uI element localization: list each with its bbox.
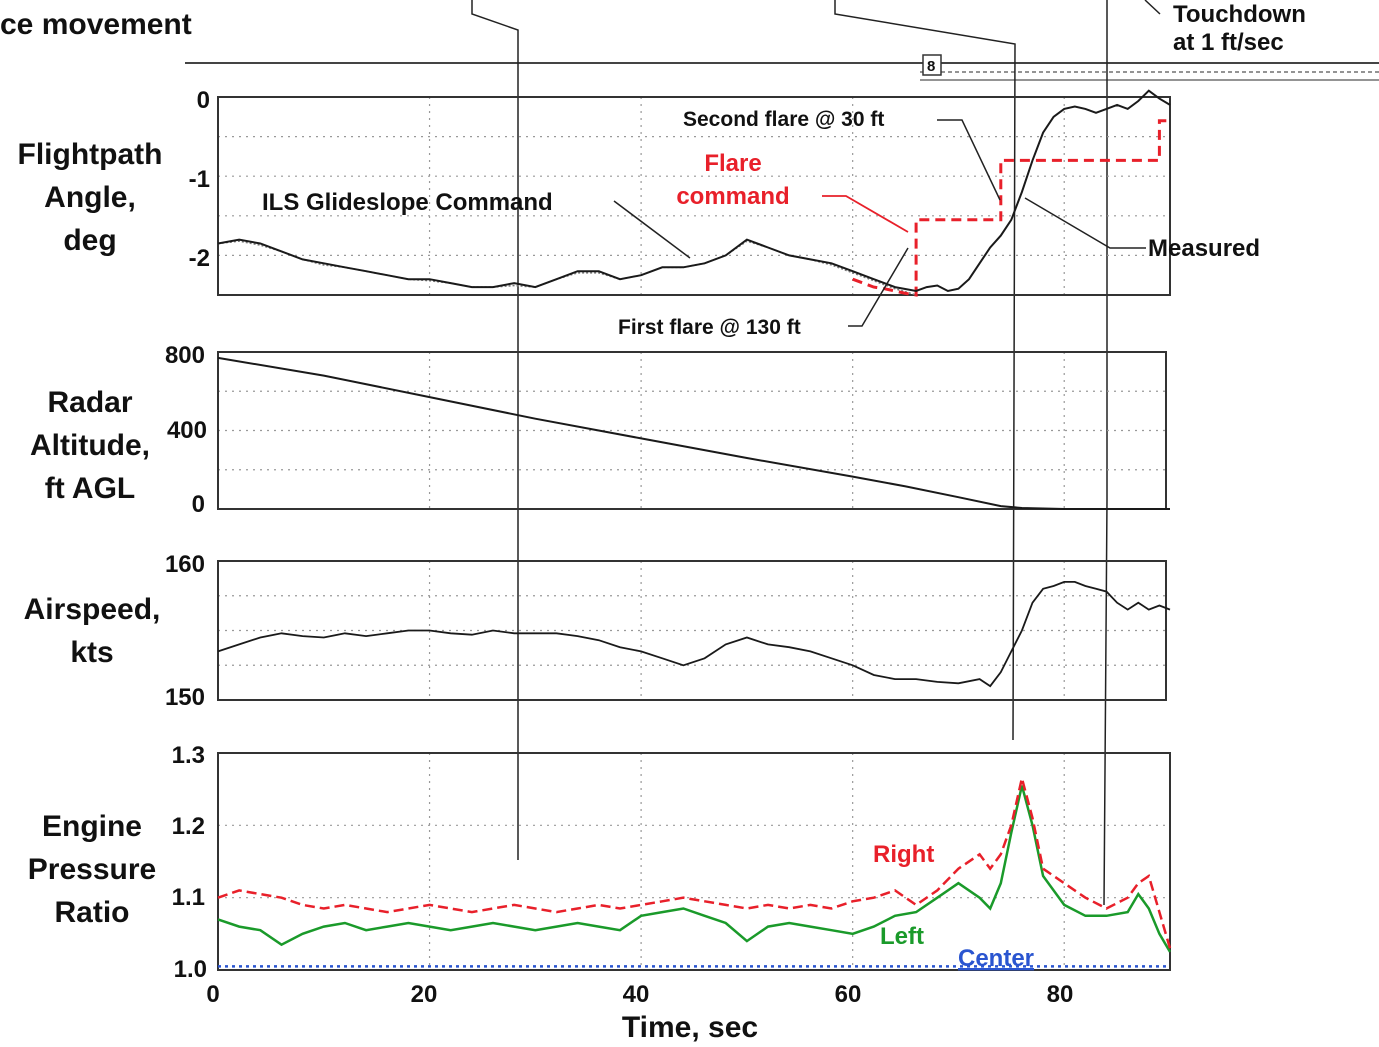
- panel-flightpath-angle: Flightpath Angle, deg 0 -1 -2 ILS Glides…: [18, 87, 1261, 339]
- series-right: [217, 777, 1172, 949]
- y-tick-label: 400: [167, 417, 207, 444]
- series-ils-glideslope-command: [217, 240, 917, 296]
- plot-frame: [217, 96, 1171, 296]
- leader-line-flare: [834, 0, 1016, 741]
- annotation-ils-glideslope: ILS Glideslope Command: [262, 189, 553, 216]
- touchdown-label-2: at 1 ft/sec: [1173, 29, 1284, 56]
- annotation-measured: Measured: [1148, 235, 1260, 262]
- trace-marker-label: 8: [927, 58, 935, 75]
- leader-line-ils: [471, 0, 519, 860]
- x-tick-label: 0: [206, 981, 219, 1008]
- y-axis-label-line: Pressure: [28, 853, 156, 886]
- y-axis-label-line: deg: [63, 224, 116, 257]
- annotation-leader: [848, 247, 909, 327]
- y-tick-label: 1.2: [172, 813, 205, 840]
- grid: [218, 97, 1170, 295]
- y-axis-label-line: Angle,: [44, 181, 136, 214]
- x-tick-label: 40: [623, 981, 650, 1008]
- y-axis-label-line: Altitude,: [30, 429, 150, 462]
- series-label-right: Right: [873, 841, 934, 868]
- x-tick-label: 20: [411, 981, 438, 1008]
- annotation-leader: [613, 200, 691, 259]
- y-tick-label: 150: [165, 684, 205, 711]
- panel-engine-pressure-ratio: Engine Pressure Ratio 1.3 1.2 1.1 1.0 Ri…: [28, 742, 1172, 983]
- annotation-flare-command-1: Flare: [704, 150, 761, 177]
- touchdown-label-1: Touchdown: [1173, 1, 1306, 28]
- y-axis-label-line: kts: [70, 636, 113, 669]
- series-radar-altitude: [217, 356, 1170, 510]
- y-axis-label-line: Flightpath: [18, 138, 163, 171]
- y-axis-label-line: Radar: [47, 386, 132, 419]
- grid: [218, 352, 1170, 509]
- trace-marker-box: [922, 54, 942, 76]
- x-tick-label: 80: [1047, 981, 1074, 1008]
- series-left: [217, 785, 1172, 953]
- y-axis-label-line: Airspeed,: [24, 593, 161, 626]
- annotation-first-flare: First flare @ 130 ft: [618, 316, 801, 339]
- figure-title: ce movement: [0, 8, 192, 41]
- series-label-center: Center: [958, 945, 1034, 972]
- plot-frame: [217, 560, 1167, 701]
- y-axis-label-line: Engine: [42, 810, 142, 843]
- y-tick-label: 800: [165, 342, 205, 369]
- x-axis-label: Time, sec: [622, 1011, 758, 1044]
- y-axis-label-line: Ratio: [55, 896, 130, 929]
- y-tick-label: 160: [165, 551, 205, 578]
- panel-radar-altitude: Radar Altitude, ft AGL 800 400 0: [30, 342, 1170, 518]
- y-axis-label-line: ft AGL: [45, 472, 136, 505]
- series-airspeed: [217, 581, 1171, 688]
- annotation-leader: [822, 195, 909, 233]
- y-tick-label: 0: [197, 87, 210, 114]
- plot-frame: [217, 752, 1171, 971]
- y-tick-label: 1.3: [172, 742, 205, 769]
- series-measured: [217, 89, 1171, 293]
- grid: [218, 753, 1170, 970]
- y-tick-label: -1: [189, 166, 210, 193]
- leader-line-touchdown: [1103, 0, 1108, 906]
- annotation-leader: [937, 119, 1001, 201]
- plot-frame: [217, 351, 1167, 510]
- y-tick-label: -2: [189, 245, 210, 272]
- series-label-left: Left: [880, 923, 924, 950]
- panel-airspeed: Airspeed, kts 160 150: [24, 551, 1171, 711]
- annotation-flare-command-2: command: [676, 183, 789, 210]
- annotation-leader: [1024, 197, 1146, 249]
- leader-line-touchdown-tip: [1144, 0, 1161, 15]
- y-tick-label: 1.1: [172, 884, 205, 911]
- y-tick-label: 1.0: [174, 956, 207, 983]
- annotation-second-flare: Second flare @ 30 ft: [683, 108, 884, 131]
- grid: [218, 561, 1170, 700]
- x-tick-label: 60: [835, 981, 862, 1008]
- series-flare-command: [852, 119, 1170, 297]
- y-tick-label: 0: [192, 491, 205, 518]
